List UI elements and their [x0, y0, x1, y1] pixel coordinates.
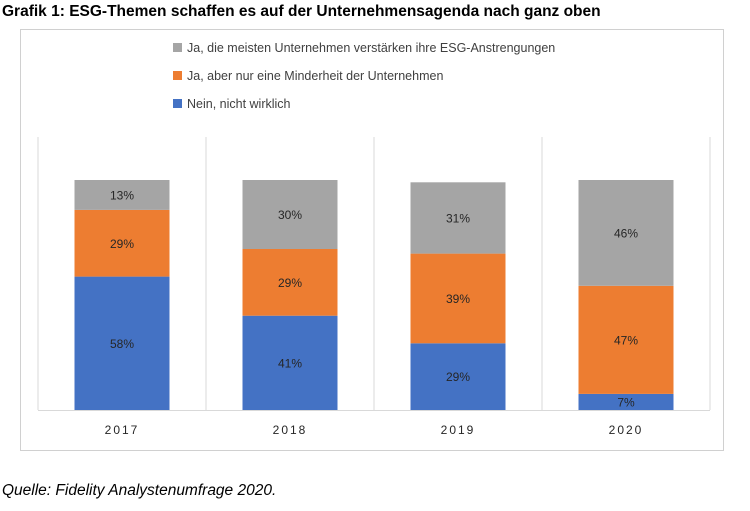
data-label: 29% — [446, 370, 470, 384]
data-label: 13% — [110, 188, 134, 202]
x-tick-label: 2020 — [609, 423, 644, 437]
data-label: 31% — [446, 211, 470, 225]
data-label: 47% — [614, 333, 638, 347]
data-label: 39% — [446, 292, 470, 306]
x-tick-label: 2017 — [105, 423, 140, 437]
data-label: 7% — [617, 395, 635, 409]
data-label: 30% — [278, 208, 302, 222]
data-label: 41% — [278, 356, 302, 370]
data-label: 46% — [614, 226, 638, 240]
x-tick-label: 2018 — [273, 423, 308, 437]
source-note: Quelle: Fidelity Analystenumfrage 2020. — [2, 482, 276, 500]
stacked-bar-chart: 58% 29% 13% 2017 41% 29% 30% 2018 29% 39% 31% 2019 7… — [0, 0, 750, 511]
data-label: 58% — [110, 337, 134, 351]
data-label: 29% — [110, 237, 134, 251]
x-tick-label: 2019 — [441, 423, 476, 437]
data-label: 29% — [278, 276, 302, 290]
